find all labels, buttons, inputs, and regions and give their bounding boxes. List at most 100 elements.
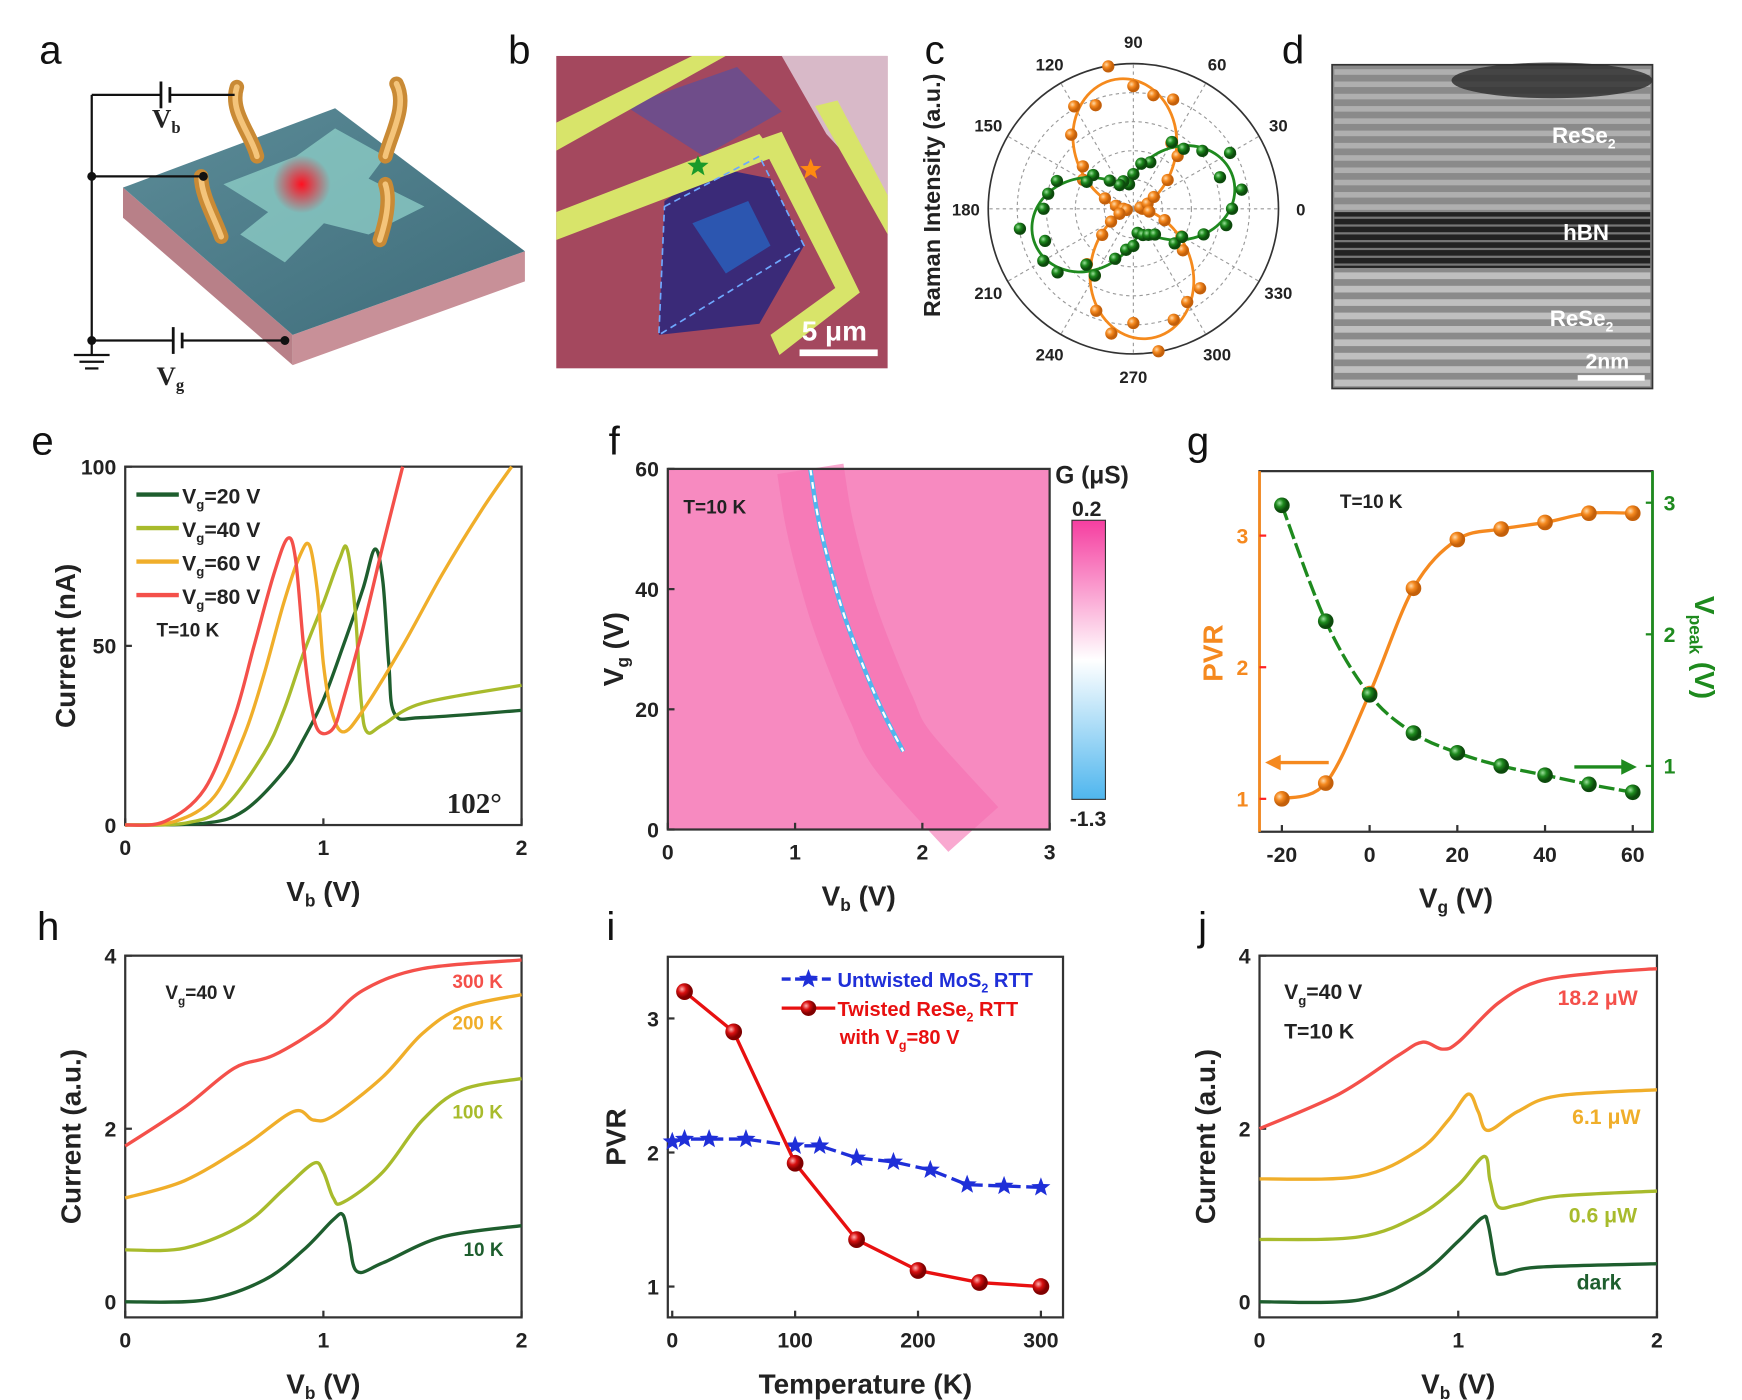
text-span: 10 K [464, 1240, 504, 1261]
data-point [1225, 202, 1239, 215]
data-point [1175, 230, 1189, 244]
gate-annotation: Vg=40 V [165, 983, 235, 1008]
star-marker [846, 1147, 867, 1166]
text-span: 60 [1621, 844, 1645, 867]
text-span: Current (nA) [50, 564, 81, 728]
text-span: V [182, 586, 196, 609]
subscript: 2 [981, 982, 988, 996]
subscript: b [1440, 1383, 1451, 1400]
text-span: (V) [316, 1368, 361, 1399]
text-span: =40 V [204, 519, 260, 542]
panel-label-c: c [925, 28, 945, 73]
star-marker [662, 1131, 682, 1150]
lattice-fringe [1334, 352, 1651, 360]
legend-star-marker [798, 969, 819, 988]
text-span: V [152, 103, 172, 133]
text-span: 0 [119, 837, 131, 860]
temperature-annotation: T=10 K [683, 498, 746, 519]
text-span: V [1689, 596, 1720, 615]
electrode-bar [759, 131, 860, 356]
data-point [1537, 767, 1553, 783]
data-point [1102, 60, 1115, 73]
text-span: PVR [1198, 624, 1229, 681]
power-iv-plot: 0 1 2 0 2 4 Vb (V) Current (a.u.) Vg=40 V T=10 K d… [1190, 945, 1663, 1400]
y-tick-label: 60 [635, 459, 659, 482]
text-span: 270 [1119, 368, 1147, 387]
data-point [1317, 775, 1334, 791]
data-point [1220, 219, 1233, 232]
subscript: g [1438, 897, 1449, 917]
data-point [1165, 135, 1179, 149]
text-span: 100 [777, 1330, 812, 1353]
text-span: V [1421, 1368, 1440, 1399]
polar-outer-circle [987, 62, 1280, 355]
x-tick-label: 2 [916, 842, 928, 865]
series-line-1 [1259, 1154, 1658, 1242]
angle-tick-label: 0 [1296, 200, 1305, 219]
y-axis-label-left: PVR [1198, 624, 1229, 681]
text-span: V [1284, 981, 1298, 1004]
polar-grid-spoke [1007, 135, 1134, 210]
text-span: 4 [104, 945, 116, 968]
text-span: V [598, 667, 629, 686]
x-tick-label: 2 [1651, 1330, 1663, 1353]
hbn-fringe [1334, 224, 1651, 227]
text-span: 150 [974, 117, 1002, 136]
text-span: T=10 K [156, 620, 219, 641]
panel-label-b: b [508, 28, 530, 73]
text-span: ReSe [1550, 306, 1606, 331]
y-axis-label: Raman Intensity (a.u.) [919, 74, 945, 318]
legend-label-line2: with Vg=80 V [839, 1027, 960, 1053]
subscript: g [613, 657, 633, 668]
polar-grid-spoke [1132, 208, 1207, 335]
text-span: 0.6 μW [1569, 1204, 1637, 1227]
polar-raman-plot: 0 30 60 90 120 150 180 210 240 270 300 330 Raman Int… [919, 33, 1305, 387]
data-point [1013, 222, 1027, 235]
curve-label: 18.2 μW [1558, 987, 1638, 1010]
colorbar [1071, 519, 1107, 800]
optical-micrograph: 5 μm [556, 55, 888, 369]
y-tick-label: 1 [647, 1276, 659, 1299]
text-span: 20 [1446, 844, 1470, 867]
text-span: 0 [104, 1292, 116, 1315]
y-tick-label: 40 [635, 579, 659, 602]
panel-label-e: e [31, 418, 53, 463]
text-span: 60 [1208, 55, 1227, 74]
plot-frame [666, 467, 1051, 831]
panel-label-a: a [39, 28, 62, 73]
angle-tick-label: 180 [952, 200, 980, 219]
sphere-marker [725, 1023, 743, 1041]
circuit-node [198, 171, 208, 181]
data-point [1405, 725, 1422, 741]
pvr-vpeak-plot: -20 0 20 40 60 Vg (V) 1 2 3 1 2 3 PVR Vpeak (V) T=10 K [1198, 470, 1720, 917]
text-span: Current (a.u.) [56, 1049, 87, 1224]
subscript: g [196, 497, 204, 512]
text-span: 3 [1664, 493, 1676, 516]
lattice-fringe [1334, 204, 1651, 210]
star-marker [674, 1129, 695, 1148]
data-point [1127, 79, 1140, 93]
text-span: 2 [1239, 1119, 1251, 1142]
data-point [1148, 228, 1162, 241]
lattice-fringe [1334, 192, 1651, 198]
text-span: 90 [1124, 33, 1143, 52]
legend-label: Twisted ReSe2 RTT [838, 999, 1019, 1025]
text-span: 1 [317, 837, 329, 860]
data-point [1235, 183, 1248, 196]
y-tick-label-right: 1 [1664, 756, 1676, 779]
text-span: 0 [1296, 200, 1305, 219]
curve-label: 10 K [464, 1240, 504, 1261]
orange-star-icon [800, 158, 822, 179]
subscript: b [305, 891, 316, 911]
data-point [1274, 791, 1290, 807]
text-span: (V) [316, 876, 361, 907]
text-span: Temperature (K) [759, 1368, 972, 1399]
data-point [1361, 687, 1378, 703]
data-point [1065, 128, 1078, 141]
text-span: =40 V [185, 983, 235, 1004]
x-tick-label: 40 [1533, 844, 1557, 867]
data-point [1624, 784, 1641, 801]
subscript: g [1298, 993, 1306, 1008]
x-tick-label: -20 [1267, 844, 1298, 867]
